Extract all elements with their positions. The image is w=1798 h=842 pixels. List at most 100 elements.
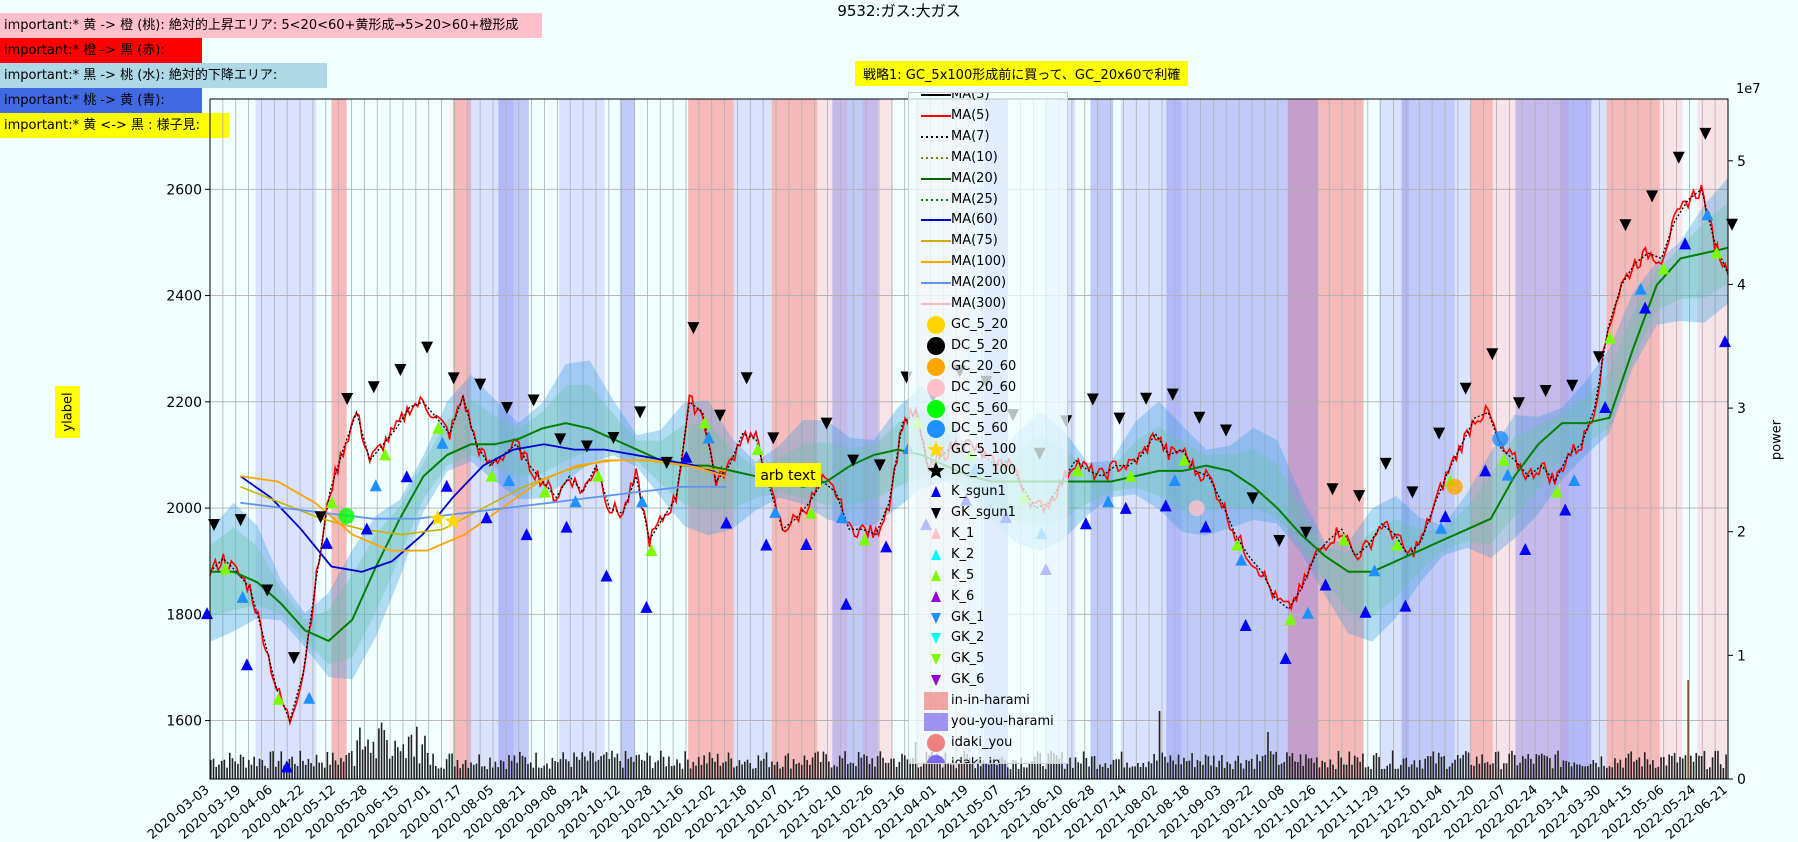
volume-bar xyxy=(863,754,865,779)
volume-bar xyxy=(258,758,261,779)
volume-bar xyxy=(1082,751,1085,779)
volume-bar xyxy=(505,768,508,779)
volume-bar xyxy=(1394,768,1397,779)
volume-bar xyxy=(603,754,605,779)
volume-bar xyxy=(516,762,518,779)
volume-bar xyxy=(329,764,331,779)
volume-bar xyxy=(242,756,245,779)
volume-bar xyxy=(654,762,657,779)
volume-bar xyxy=(844,751,846,779)
volume-bar xyxy=(220,760,223,779)
volume-bar xyxy=(1001,756,1004,779)
legend-label: K_6 xyxy=(951,588,975,604)
legend-symbol-tri-down xyxy=(931,612,941,624)
signal-up-marker xyxy=(520,528,533,541)
volume-bar xyxy=(1364,767,1367,779)
legend-symbol-star xyxy=(927,462,945,479)
volume-bar xyxy=(833,765,836,779)
signal-up-marker xyxy=(538,485,551,498)
volume-bar xyxy=(1077,762,1080,779)
signal-up-marker xyxy=(1231,538,1244,551)
volume-bar xyxy=(391,755,394,779)
volume-bar xyxy=(497,767,499,779)
volume-bar xyxy=(1503,763,1505,779)
chart-title: 9532:ガス:大ガス xyxy=(837,2,961,20)
signal-up-marker xyxy=(1168,473,1181,486)
volume-bar xyxy=(1505,763,1508,779)
signal-up-marker xyxy=(432,421,445,434)
legend-label: MA(25) xyxy=(951,191,998,207)
spans_red-5 xyxy=(1325,99,1364,779)
volume-bar xyxy=(1066,763,1069,779)
volume-bar xyxy=(1307,758,1310,779)
volume-bar xyxy=(1424,758,1426,779)
volume-bar xyxy=(529,762,532,779)
volume-bar xyxy=(847,763,849,779)
volume-bar xyxy=(470,762,472,779)
volume-bar xyxy=(825,754,827,779)
signal-up-marker xyxy=(751,443,764,455)
crossover-circle xyxy=(1446,478,1463,495)
legend-symbol-line xyxy=(921,94,951,96)
volume-bar xyxy=(1302,765,1305,779)
spans_lavender-3 xyxy=(733,99,772,779)
volume-bar xyxy=(1058,758,1061,779)
volume-bar xyxy=(1305,754,1307,779)
volume-bar xyxy=(1638,757,1641,779)
volume-bar xyxy=(884,762,887,779)
volume-bar xyxy=(562,752,564,779)
volume-bar xyxy=(673,765,676,779)
volume-bar xyxy=(597,759,600,779)
volume-bar xyxy=(1538,755,1540,779)
signal-down-marker xyxy=(1273,535,1286,548)
volume-bar xyxy=(1215,767,1218,779)
signal-up-marker xyxy=(1604,331,1617,344)
volume-bar xyxy=(1036,751,1039,779)
volume-bar xyxy=(1153,753,1155,779)
signal-down-marker xyxy=(447,372,460,385)
signal-down-marker xyxy=(1353,490,1366,503)
volume-bar xyxy=(716,753,719,779)
volume-bar xyxy=(1280,763,1283,779)
volume-bar xyxy=(1204,754,1207,779)
volume-bar xyxy=(266,768,269,779)
signal-down-marker xyxy=(1646,190,1659,203)
signal-down-marker xyxy=(341,392,354,405)
volume-bar xyxy=(643,760,646,779)
legend-label: idaki_in xyxy=(951,755,1001,764)
volume-bar xyxy=(781,766,784,779)
volume-bar xyxy=(1635,759,1638,779)
volume-bar xyxy=(299,750,302,779)
volume-bar xyxy=(337,764,340,779)
signal-up-marker xyxy=(1337,533,1350,546)
annotation-box xyxy=(755,463,821,487)
volume-bar xyxy=(1112,759,1115,779)
signal-down-marker xyxy=(1433,427,1446,440)
y2-tick-label: 4 xyxy=(1737,277,1746,293)
volume-bar xyxy=(624,751,627,779)
signal-up-marker xyxy=(1102,495,1115,508)
volume-bar xyxy=(291,756,293,779)
volume-bar xyxy=(543,765,546,779)
volume-bar xyxy=(573,752,575,779)
volume-bar xyxy=(985,763,987,779)
volume-bar xyxy=(394,740,396,779)
volume-bar xyxy=(1592,760,1595,779)
signal-up-marker xyxy=(436,436,449,449)
volume-bar xyxy=(1245,759,1248,779)
volume-bar xyxy=(895,766,898,779)
volume-bar xyxy=(1212,755,1215,779)
volume-bar xyxy=(1722,768,1725,779)
volume-bar xyxy=(722,762,724,779)
volume-bar xyxy=(936,753,939,779)
volume-bar xyxy=(1090,756,1093,779)
volume-bar xyxy=(987,764,990,779)
signal-down-marker xyxy=(421,341,434,354)
volume-bar xyxy=(1467,752,1470,779)
signal-down-marker xyxy=(687,322,700,335)
volume-bar xyxy=(958,762,960,779)
legend-symbol-circle xyxy=(927,378,945,397)
volume-bar xyxy=(1123,767,1126,779)
volume-bar xyxy=(1589,763,1592,779)
signal-down-marker xyxy=(1246,492,1259,505)
